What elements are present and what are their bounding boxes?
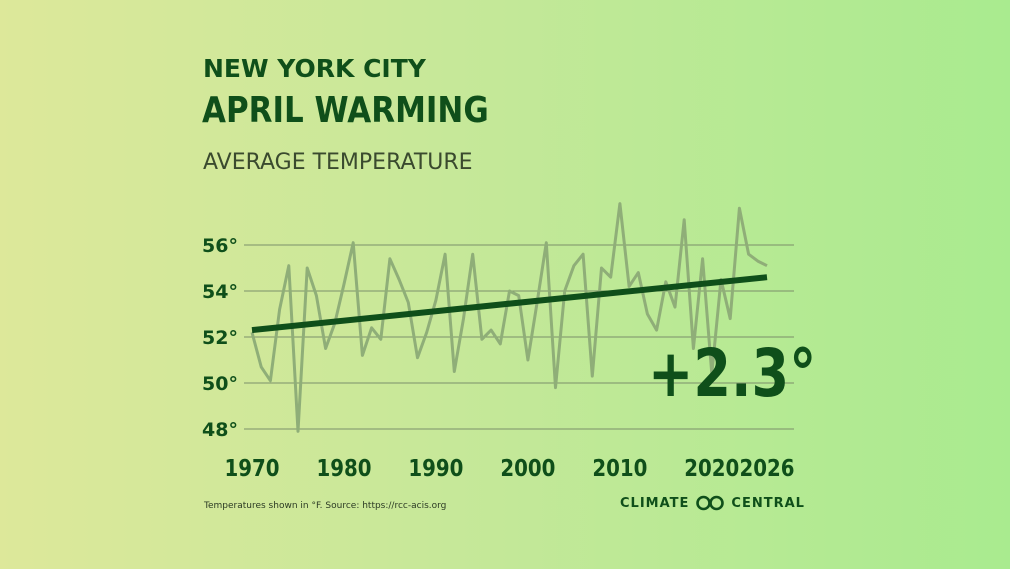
series-group	[250, 202, 768, 433]
chart-subtitle: AVERAGE TEMPERATURE	[203, 150, 473, 175]
x-tick-label: 1980	[316, 456, 371, 483]
brand-text-left: CLIMATE	[620, 495, 690, 511]
trend-line	[251, 274, 768, 334]
y-tick-label: 56°	[202, 235, 238, 257]
x-tick-label: 1990	[408, 456, 463, 483]
y-tick-label: 52°	[202, 327, 238, 349]
y-tick-label: 50°	[202, 373, 238, 395]
warming-annotation: +2.3°	[648, 336, 816, 413]
x-tick-label: 2020	[684, 456, 739, 483]
y-tick-label: 48°	[202, 419, 238, 441]
y-axis-labels: 48° 50° 52° 54° 56°	[202, 235, 238, 441]
climate-central-logo: CLIMATE CENTRAL	[620, 495, 805, 511]
x-tick-label: 2010	[592, 456, 647, 483]
annual-temperature-line	[250, 202, 768, 433]
brand-text-right: CENTRAL	[731, 495, 805, 511]
chart-title: APRIL WARMING	[202, 90, 489, 131]
y-tick-label: 54°	[202, 281, 238, 303]
grid-lines	[244, 244, 794, 430]
x-tick-label: 2000	[500, 456, 555, 483]
source-footnote: Temperatures shown in °F. Source: https:…	[204, 501, 447, 511]
infinity-icon	[696, 495, 725, 511]
x-axis-labels: 1970 1980 1990 2000 2010 2020 2026	[224, 456, 794, 483]
chart-title-city: NEW YORK CITY	[203, 54, 426, 83]
x-tick-label: 1970	[224, 456, 279, 483]
x-tick-label: 2026	[739, 456, 794, 483]
